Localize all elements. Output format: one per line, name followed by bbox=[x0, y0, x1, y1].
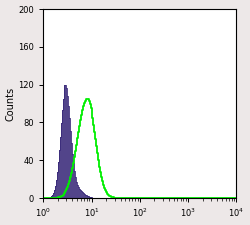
Y-axis label: Counts: Counts bbox=[6, 86, 16, 121]
